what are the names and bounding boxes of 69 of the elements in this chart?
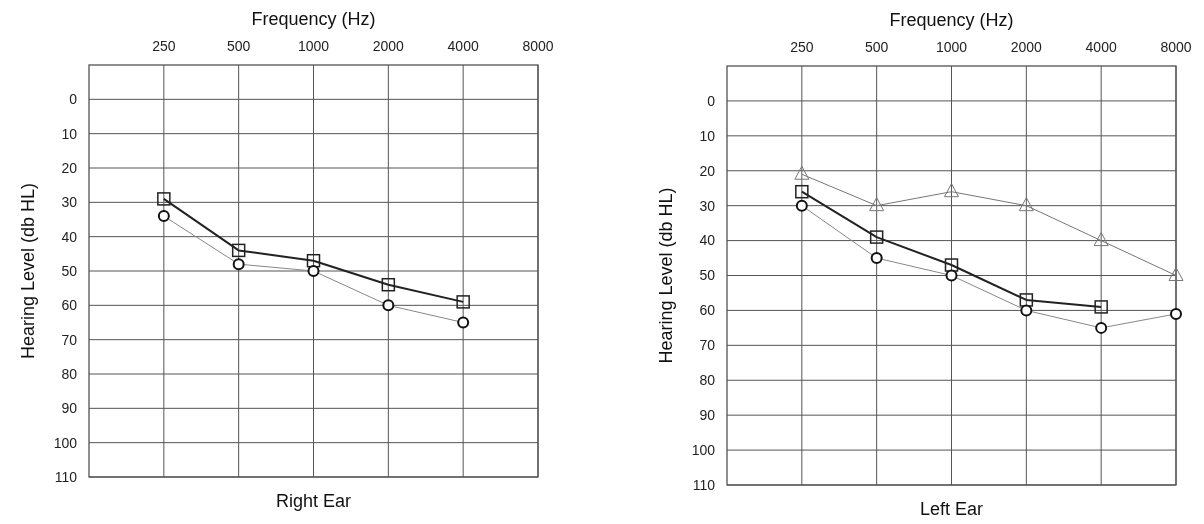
y-tick-label: 90 xyxy=(61,400,78,417)
x-tick-label: 500 xyxy=(864,39,889,55)
y-tick-label: 90 xyxy=(699,407,716,424)
x-tick-label: 2000 xyxy=(1010,39,1043,55)
y-tick-label: 40 xyxy=(699,232,716,249)
point xyxy=(1095,321,1108,334)
x-axis-title: Frequency (Hz) xyxy=(251,9,376,29)
y-tick-label: 80 xyxy=(699,372,716,389)
x-axis-title: Frequency (Hz) xyxy=(889,10,1014,30)
x-tick-label: 8000 xyxy=(1160,39,1192,55)
x-tick-label: 250 xyxy=(152,38,176,54)
y-tick-label: 70 xyxy=(699,337,716,354)
point xyxy=(945,269,958,282)
point xyxy=(456,295,470,309)
x-tick-label: 4000 xyxy=(1085,39,1117,55)
y-tick-label: 100 xyxy=(691,441,716,458)
text: Left Ear xyxy=(919,499,984,519)
point xyxy=(1020,304,1033,317)
text: Right Ear xyxy=(275,491,352,511)
point xyxy=(232,258,245,271)
y-tick-label: 110 xyxy=(54,468,78,485)
point xyxy=(870,252,883,265)
point xyxy=(157,192,171,206)
point xyxy=(1093,232,1109,247)
point xyxy=(381,277,396,292)
x-tick-label: 1000 xyxy=(935,39,968,55)
y-tick-label: 60 xyxy=(61,297,78,314)
point xyxy=(944,258,959,272)
y-tick-label: 20 xyxy=(61,159,78,176)
point xyxy=(157,210,170,223)
point xyxy=(869,230,884,244)
point xyxy=(1019,293,1034,307)
y-tick-label: 70 xyxy=(61,331,78,348)
y-tick-label: 20 xyxy=(699,162,716,179)
point xyxy=(1094,300,1108,314)
y-tick-label: 10 xyxy=(699,127,716,144)
y-tick-label: 60 xyxy=(699,302,716,319)
y-tick-label: 30 xyxy=(61,194,78,211)
point xyxy=(306,253,321,268)
y-tick-label: 30 xyxy=(699,197,716,214)
point xyxy=(307,265,320,277)
point xyxy=(382,299,395,312)
x-tick-label: 1000 xyxy=(297,38,330,54)
y-tick-label: 0 xyxy=(69,91,78,108)
point xyxy=(944,183,959,198)
point xyxy=(869,197,885,212)
point xyxy=(1168,267,1184,281)
y-tick-label: 50 xyxy=(699,267,716,284)
point xyxy=(1018,197,1034,212)
x-tick-label: 8000 xyxy=(522,38,554,54)
point xyxy=(795,199,808,212)
y-tick-label: 100 xyxy=(53,434,78,451)
x-tick-label: 2000 xyxy=(372,38,405,54)
y-tick-label: 80 xyxy=(61,365,78,382)
y-tick-label: 50 xyxy=(61,262,78,279)
point xyxy=(795,184,809,199)
x-tick-label: 4000 xyxy=(447,38,479,54)
y-axis-title: Hearing Level (db HL) xyxy=(656,187,676,364)
y-tick-label: 10 xyxy=(61,125,78,142)
y-tick-label: 40 xyxy=(61,228,78,245)
point xyxy=(1170,307,1182,320)
y-tick-label: 0 xyxy=(707,92,716,109)
x-tick-label: 250 xyxy=(790,39,814,55)
y-tick-label: 110 xyxy=(692,476,716,493)
x-tick-label: 500 xyxy=(226,38,251,54)
y-axis-title: Hearing Level (db HL) xyxy=(18,182,38,360)
point xyxy=(231,243,246,258)
point xyxy=(457,316,470,329)
point xyxy=(794,165,810,180)
